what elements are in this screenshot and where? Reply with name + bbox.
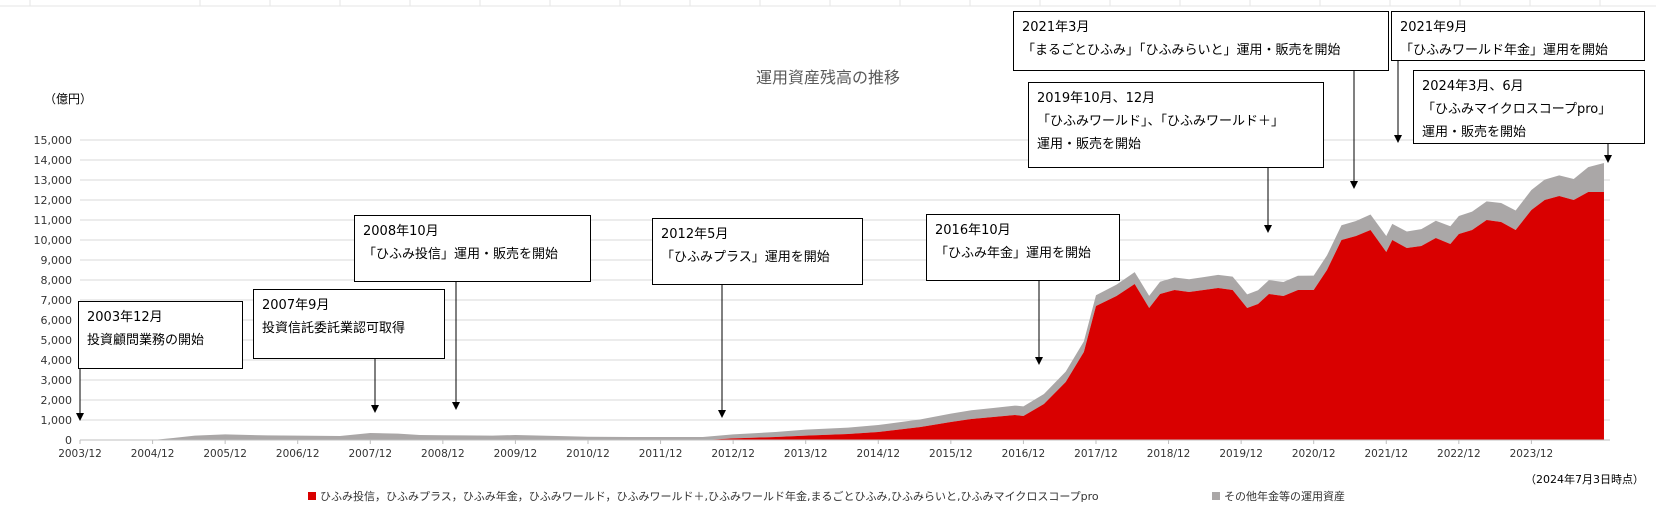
y-tick-labels: 0 1,000 2,000 3,000 4,000 5,000 6,000 7,000 8,00… bbox=[34, 134, 73, 447]
spreadsheet-gridlines bbox=[0, 0, 1656, 7]
legend-item-other: その他年金等の運用資産 bbox=[1212, 488, 1345, 504]
annotation-box: 2021年9月「ひふみワールド年金」運用を開始 bbox=[1391, 11, 1645, 61]
y-tick-label: 11,000 bbox=[34, 214, 73, 227]
annotation-line: 投資顧問業務の開始 bbox=[87, 333, 205, 348]
area-series bbox=[80, 163, 1604, 440]
y-tick-label: 2,000 bbox=[41, 394, 73, 407]
y-tick-label: 9,000 bbox=[41, 254, 73, 267]
annotation-line: 投資信託委託業認可取得 bbox=[262, 321, 406, 336]
chart-title: 運用資産残高の推移 bbox=[755, 68, 900, 87]
x-tick-label: 2017/12 bbox=[1074, 448, 1118, 460]
annotation-line: 2016年10月 bbox=[935, 223, 1011, 238]
x-tick-label: 2004/12 bbox=[131, 448, 175, 460]
annotation-line: 「ひふみワールド年金」運用を開始 bbox=[1400, 43, 1609, 58]
annotation-box: 2019年10月、12月「ひふみワールド」、「ひふみワールド＋」 運用・販売を開始 bbox=[1028, 82, 1324, 168]
as-of-date: （2024年7月3日時点） bbox=[1525, 473, 1644, 486]
annotation-box: 2012年5月「ひふみプラス」運用を開始 bbox=[652, 218, 863, 285]
y-tick-label: 3,000 bbox=[41, 374, 73, 387]
series-main-area bbox=[80, 192, 1604, 440]
x-tick-label: 2006/12 bbox=[276, 448, 320, 460]
annotation-line: 2008年10月 bbox=[363, 224, 439, 239]
annotation-arrow-head bbox=[371, 405, 379, 413]
annotation-box: 2003年12月投資顧問業務の開始 bbox=[78, 301, 243, 369]
annotation-line: 2012年5月 bbox=[661, 227, 729, 242]
x-tick-label: 2003/12 bbox=[58, 448, 102, 460]
y-axis-unit-label: （億円） bbox=[44, 92, 93, 106]
annotation-box: 2016年10月「ひふみ年金」運用を開始 bbox=[926, 214, 1120, 281]
annotation-line: 運用・販売を開始 bbox=[1037, 137, 1142, 152]
annotation-line: 「ひふみ年金」運用を開始 bbox=[935, 246, 1092, 261]
annotation-line: 2024年3月、6月 bbox=[1422, 79, 1524, 94]
x-tick-label: 2018/12 bbox=[1147, 448, 1191, 460]
y-tick-label: 7,000 bbox=[41, 294, 73, 307]
x-tick-label: 2015/12 bbox=[929, 448, 973, 460]
annotation-line: 「ひふみワールド」、「ひふみワールド＋」 bbox=[1037, 114, 1285, 129]
y-tick-label: 0 bbox=[65, 434, 72, 447]
y-tick-label: 8,000 bbox=[41, 274, 73, 287]
annotation-arrow-head bbox=[1035, 357, 1043, 365]
x-tick-label: 2005/12 bbox=[203, 448, 247, 460]
x-tick-label: 2016/12 bbox=[1002, 448, 1046, 460]
annotation-arrow-head bbox=[452, 402, 460, 410]
annotation-line: 「ひふみマイクロスコープpro」 bbox=[1422, 102, 1612, 117]
x-tick-label: 2009/12 bbox=[494, 448, 538, 460]
legend-label-main: ひふみ投信，ひふみプラス，ひふみ年金，ひふみワールド，ひふみワールド＋,ひふみワ… bbox=[320, 490, 1099, 503]
annotation-arrow-head bbox=[718, 410, 726, 418]
x-tick-label: 2008/12 bbox=[421, 448, 465, 460]
annotation-box: 2007年9月投資信託委託業認可取得 bbox=[253, 289, 445, 359]
axes bbox=[79, 439, 1610, 444]
annotation-line: 2003年12月 bbox=[87, 310, 163, 325]
x-tick-label: 2022/12 bbox=[1437, 448, 1481, 460]
legend-swatch-main bbox=[308, 492, 316, 500]
annotation-line: 2007年9月 bbox=[262, 298, 330, 313]
x-tick-labels: 2003/12 2004/12 2005/12 2006/12 2007/12 2008/… bbox=[58, 448, 1553, 460]
y-tick-label: 1,000 bbox=[41, 414, 73, 427]
annotation-line: 2019年10月、12月 bbox=[1037, 91, 1156, 106]
annotation-line: 「まるごとひふみ」「ひふみらいと」運用・販売を開始 bbox=[1022, 43, 1341, 58]
annotation-line: 2021年9月 bbox=[1400, 20, 1468, 35]
annotation-line: 2021年3月 bbox=[1022, 20, 1090, 35]
legend-swatch-other bbox=[1212, 492, 1220, 500]
annotation-line: 「ひふみプラス」運用を開始 bbox=[661, 250, 830, 265]
y-tick-label: 12,000 bbox=[34, 194, 73, 207]
x-tick-label: 2012/12 bbox=[711, 448, 755, 460]
annotation-arrow-head bbox=[1604, 155, 1612, 163]
annotation-arrow-head bbox=[1264, 225, 1272, 233]
y-tick-label: 6,000 bbox=[41, 314, 73, 327]
annotation-line: 運用・販売を開始 bbox=[1422, 125, 1527, 140]
x-tick-label: 2019/12 bbox=[1219, 448, 1263, 460]
annotation-arrow-head bbox=[1394, 135, 1402, 143]
y-tick-label: 14,000 bbox=[34, 154, 73, 167]
annotation-box: 2008年10月「ひふみ投信」運用・販売を開始 bbox=[354, 215, 591, 282]
x-tick-label: 2011/12 bbox=[639, 448, 683, 460]
y-tick-label: 10,000 bbox=[34, 234, 73, 247]
legend-item-main: ひふみ投信，ひふみプラス，ひふみ年金，ひふみワールド，ひふみワールド＋,ひふみワ… bbox=[308, 488, 1099, 504]
annotation-arrow-head bbox=[76, 413, 84, 421]
y-tick-label: 5,000 bbox=[41, 334, 73, 347]
y-tick-label: 4,000 bbox=[41, 354, 73, 367]
x-tick-label: 2013/12 bbox=[784, 448, 828, 460]
legend-label-other: その他年金等の運用資産 bbox=[1224, 490, 1345, 503]
annotation-arrow-head bbox=[1350, 181, 1358, 189]
y-tick-label: 13,000 bbox=[34, 174, 73, 187]
y-tick-label: 15,000 bbox=[34, 134, 73, 147]
annotation-box: 2024年3月、6月「ひふみマイクロスコープpro」 運用・販売を開始 bbox=[1413, 70, 1645, 144]
x-tick-label: 2014/12 bbox=[856, 448, 900, 460]
x-tick-label: 2007/12 bbox=[348, 448, 392, 460]
annotation-arrows bbox=[76, 61, 1612, 421]
annotation-box: 2021年3月「まるごとひふみ」「ひふみらいと」運用・販売を開始 bbox=[1013, 11, 1389, 71]
x-tick-label: 2021/12 bbox=[1364, 448, 1408, 460]
x-tick-label: 2020/12 bbox=[1292, 448, 1336, 460]
x-tick-label: 2023/12 bbox=[1510, 448, 1554, 460]
x-tick-label: 2010/12 bbox=[566, 448, 610, 460]
annotation-line: 「ひふみ投信」運用・販売を開始 bbox=[363, 247, 559, 262]
